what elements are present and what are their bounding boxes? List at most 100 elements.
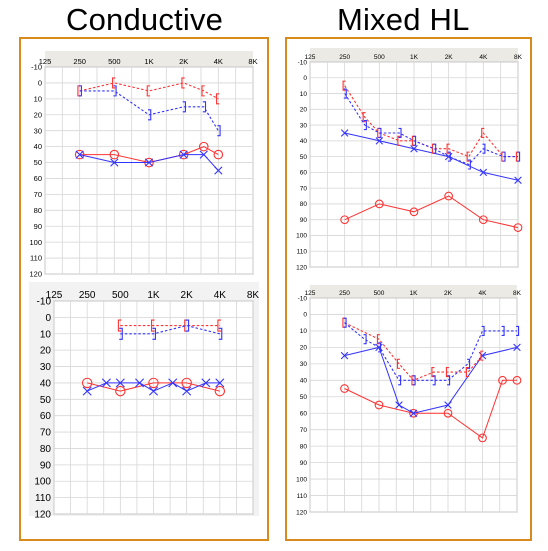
left-bone-marker: [363, 120, 367, 131]
left-bone-marker: [119, 327, 123, 340]
x-tick-label: 2K: [444, 290, 453, 297]
right-air-marker: [115, 385, 126, 397]
left-bone-marker: [412, 375, 416, 386]
right-ear-air-line: [344, 195, 519, 229]
x-tick-label: 1K: [147, 290, 160, 301]
left-bone-marker: [185, 319, 190, 332]
left-air-marker: [182, 386, 192, 396]
right-air-marker: [81, 377, 93, 389]
right-bone-marker: [376, 334, 380, 345]
right-bone-marker: [362, 112, 366, 123]
right-bone-marker: [216, 93, 220, 105]
y-tick-label: 90: [300, 460, 308, 467]
y-tick-label: 100: [296, 233, 307, 240]
y-tick-label: -10: [31, 63, 42, 72]
right-bone-marker: [397, 135, 401, 146]
left-bone-marker: [182, 101, 186, 113]
right-air-marker: [478, 433, 487, 443]
y-tick-label: -10: [298, 295, 308, 302]
right-air-marker: [374, 400, 384, 410]
audiogram-mixed-top: -10 0 10 20 30 40 50 60 70 80 90 100 110 120 125 250 500…: [292, 48, 523, 271]
right-bone-marker: [481, 127, 485, 139]
y-tick-label: 10: [40, 329, 52, 340]
y-tick-label: 70: [34, 190, 42, 199]
x-tick-label: 4K: [479, 290, 488, 297]
right-air-marker: [409, 207, 419, 217]
left-bone-marker: [413, 135, 417, 146]
y-tick-label: 60: [40, 411, 52, 422]
left-bone-marker: [467, 358, 471, 369]
y-tick-label: 110: [35, 493, 51, 504]
left-ear-bone-line: [79, 90, 219, 131]
right-air-marker: [443, 408, 453, 418]
y-tick-label: 100: [296, 476, 307, 483]
left-bone-marker: [432, 375, 436, 386]
x-tick-label: 4K: [214, 57, 223, 66]
right-air-marker: [512, 375, 522, 385]
x-tick-label: 1K: [410, 54, 419, 61]
left-air-marker: [444, 152, 453, 161]
left-air-marker: [410, 144, 418, 153]
left-bone-marker: [502, 151, 506, 162]
right-ear-air-line: [344, 379, 517, 439]
right-ear-bone-line: [344, 322, 483, 381]
left-bone-marker: [378, 127, 382, 139]
left-air-marker: [199, 150, 208, 159]
right-air-marker: [498, 375, 507, 385]
left-bone-marker: [516, 325, 520, 336]
y-tick-label: 0: [303, 312, 307, 319]
mixed-hl-heading: Mixed HL: [337, 2, 470, 37]
right-air-marker: [181, 377, 192, 389]
left-bone-marker: [433, 143, 437, 154]
left-bone-marker: [343, 317, 347, 328]
left-air-marker: [214, 166, 223, 175]
left-bone-marker: [482, 143, 486, 154]
right-bone-marker: [431, 367, 435, 378]
x-axis-header-bar: [45, 51, 253, 67]
y-tick-label: 30: [300, 122, 308, 129]
y-tick-label: 60: [34, 174, 42, 183]
y-tick-label: 120: [296, 509, 307, 516]
y-tick-label: 110: [297, 249, 308, 256]
x-tick-label: 250: [339, 290, 350, 297]
right-air-marker: [444, 191, 454, 201]
conductive-panel-frame: [19, 37, 269, 541]
x-tick-label: 4K: [214, 290, 227, 301]
y-tick-label: 20: [34, 110, 42, 119]
right-air-marker: [374, 199, 384, 209]
y-tick-label: 90: [34, 222, 42, 231]
y-tick-label: 50: [34, 158, 42, 167]
left-bone-marker: [481, 325, 485, 336]
right-bone-marker: [201, 85, 205, 97]
right-bone-marker: [445, 367, 449, 378]
left-bone-marker: [517, 151, 521, 162]
audiogram-conductive-top: -10 0 10 20 30 40 50 60 70 80 90 100 110 120 125 250 500…: [26, 51, 258, 279]
left-bone-marker: [447, 375, 451, 386]
right-air-marker: [513, 223, 523, 232]
x-tick-label: 125: [305, 290, 316, 297]
right-air-marker: [213, 149, 224, 160]
right-ear-bone-line: [344, 85, 518, 158]
right-air-marker: [74, 149, 85, 160]
mixed-hl-panel-frame: [285, 37, 532, 541]
right-bone-marker: [217, 319, 221, 332]
left-air-marker: [444, 401, 452, 409]
right-air-marker: [198, 141, 209, 152]
right-bone-marker: [146, 85, 150, 97]
y-tick-label: 30: [300, 361, 308, 368]
x-tick-label: 1K: [410, 290, 419, 297]
y-tick-label: 70: [300, 427, 308, 434]
y-tick-label: 0: [303, 75, 307, 82]
y-tick-label: 20: [40, 346, 52, 357]
x-tick-label: 250: [73, 57, 86, 66]
x-axis-header-bar: [310, 285, 517, 298]
left-bone-marker: [152, 327, 156, 340]
x-axis-header-bar: [310, 48, 518, 62]
left-bone-marker: [202, 101, 207, 113]
left-air-marker: [215, 378, 225, 388]
y-tick-label: 80: [300, 443, 308, 450]
y-tick-label: 70: [40, 428, 52, 439]
left-bone-marker: [217, 125, 221, 137]
left-air-marker: [101, 378, 111, 388]
y-tick-label: -10: [37, 297, 52, 308]
